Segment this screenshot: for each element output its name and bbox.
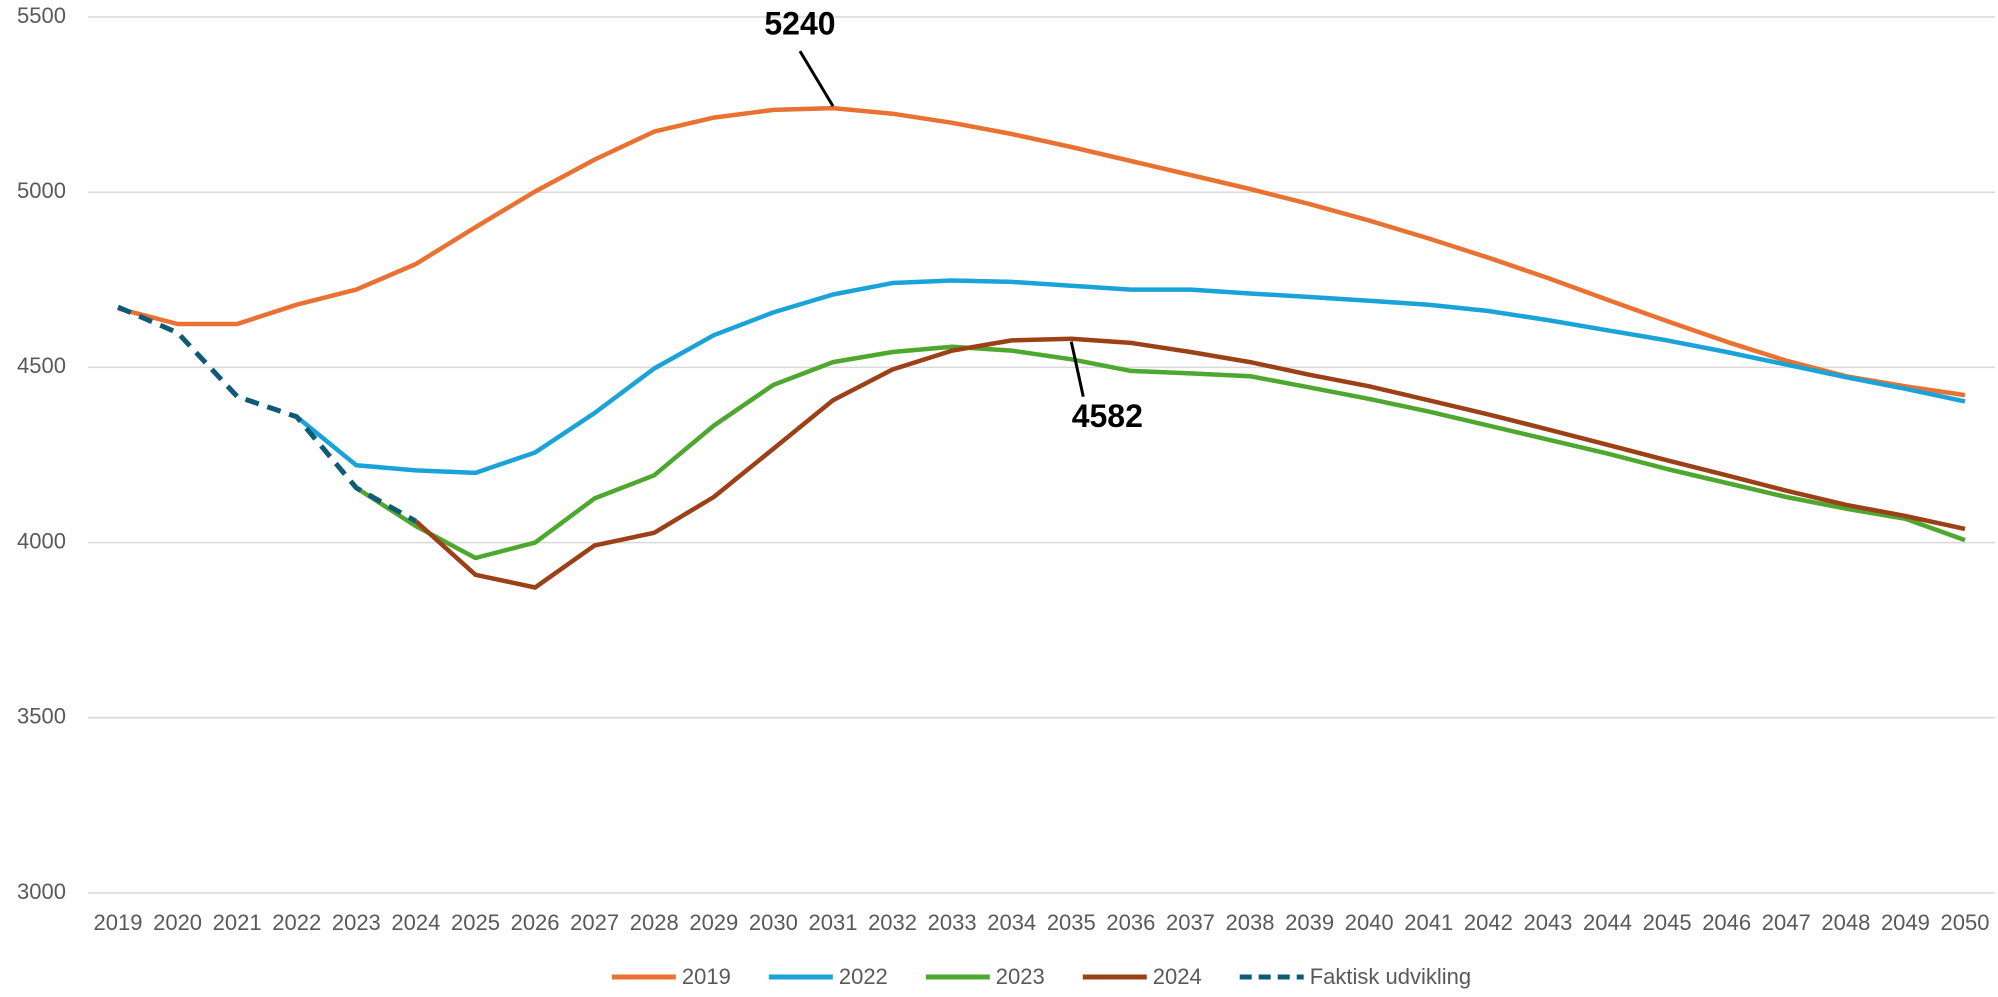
x-tick-label: 2047 — [1762, 910, 1811, 935]
x-tick-label: 2044 — [1583, 910, 1632, 935]
series-line — [117, 304, 418, 524]
x-tick-label: 2030 — [749, 910, 798, 935]
annotation-leader — [798, 50, 835, 107]
x-tick-label: 2025 — [451, 910, 500, 935]
x-tick-label: 2026 — [511, 910, 560, 935]
x-tick-label: 2033 — [928, 910, 977, 935]
x-tick-label: 2038 — [1226, 910, 1275, 935]
annotation-leader — [1069, 341, 1085, 397]
x-tick-label: 2024 — [391, 910, 440, 935]
x-tick-label: 2049 — [1881, 910, 1930, 935]
x-tick-label: 2020 — [153, 910, 202, 935]
x-tick-label: 2046 — [1702, 910, 1751, 935]
x-tick-label: 2019 — [94, 910, 143, 935]
y-tick-label: 4000 — [17, 528, 66, 553]
y-tick-label: 4500 — [17, 353, 66, 378]
x-tick-label: 2039 — [1285, 910, 1334, 935]
x-tick-label: 2034 — [987, 910, 1036, 935]
y-tick-label: 5500 — [17, 3, 66, 28]
x-tick-label: 2029 — [689, 910, 738, 935]
legend-label: 2024 — [1153, 964, 1202, 989]
legend-label: 2019 — [682, 964, 731, 989]
x-tick-label: 2021 — [213, 910, 262, 935]
y-tick-label: 5000 — [17, 178, 66, 203]
x-tick-label: 2050 — [1941, 910, 1990, 935]
x-tick-label: 2031 — [808, 910, 857, 935]
x-tick-label: 2043 — [1523, 910, 1572, 935]
x-tick-label: 2041 — [1404, 910, 1453, 935]
x-tick-label: 2027 — [570, 910, 619, 935]
x-tick-label: 2022 — [272, 910, 321, 935]
annotation: 4582 — [1072, 398, 1143, 434]
x-tick-label: 2036 — [1106, 910, 1155, 935]
x-tick-label: 2037 — [1166, 910, 1215, 935]
x-tick-label: 2028 — [630, 910, 679, 935]
x-tick-label: 2048 — [1821, 910, 1870, 935]
y-tick-label: 3000 — [17, 879, 66, 904]
series-line — [355, 344, 1966, 561]
series-line — [117, 105, 1966, 398]
series-line — [414, 336, 1966, 590]
x-tick-label: 2032 — [868, 910, 917, 935]
legend-label: 2023 — [996, 964, 1045, 989]
x-tick-label: 2023 — [332, 910, 381, 935]
annotation: 5240 — [764, 6, 835, 42]
legend-label: Faktisk udvikling — [1310, 964, 1471, 989]
legend-label: 2022 — [839, 964, 888, 989]
x-tick-label: 2035 — [1047, 910, 1096, 935]
series-line — [295, 278, 1966, 476]
y-tick-label: 3500 — [17, 704, 66, 729]
x-tick-label: 2042 — [1464, 910, 1513, 935]
x-tick-label: 2045 — [1643, 910, 1692, 935]
x-tick-label: 2040 — [1345, 910, 1394, 935]
